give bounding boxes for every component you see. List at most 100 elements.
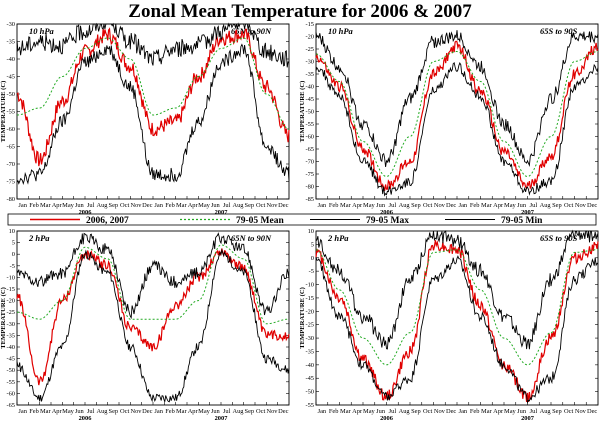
x-tick-label: Jul (87, 202, 95, 209)
x-tick-label: Aug (96, 408, 108, 415)
y-tick-label: -20 (305, 308, 314, 315)
y-tick-label: 0 (12, 251, 15, 258)
y-tick-label: -50 (305, 389, 314, 396)
legend-label-max: 79-05 Max (366, 216, 409, 226)
x-tick-label: Dec (587, 202, 597, 209)
year-label: 2006 (79, 415, 93, 422)
x-tick-label: Aug (96, 202, 108, 209)
pressure-level-label: 10 hPa (328, 26, 354, 36)
x-tick-label: Mar (340, 408, 352, 415)
x-tick-label: Oct (423, 408, 432, 415)
x-tick-label: Jun (75, 202, 85, 209)
x-tick-label: Jul (223, 408, 231, 415)
min-line (16, 43, 290, 186)
plot-frame (16, 230, 290, 406)
mean-line (315, 51, 598, 178)
x-tick-label: Sep (552, 408, 562, 415)
x-tick-label: Dec (278, 202, 288, 209)
x-tick-label: Nov (266, 202, 278, 209)
x-tick-label: Sep (109, 408, 119, 415)
x-tick-label: Aug (540, 202, 552, 209)
obs-line (16, 248, 290, 386)
x-tick-label: Apr (352, 202, 363, 209)
y-tick-label: -40 (305, 84, 314, 91)
y-tick-label: 5 (311, 241, 314, 248)
pressure-level-label: 10 hPa (29, 26, 55, 36)
x-tick-label: Apr (493, 202, 504, 209)
x-tick-label: May (504, 408, 517, 415)
y-tick-label: -80 (305, 184, 314, 191)
y-tick-label: -35 (6, 39, 15, 46)
x-tick-label: Nov (130, 408, 142, 415)
x-tick-label: Oct (564, 202, 573, 209)
y-axis-label: TEMPERATURE (C) (0, 81, 7, 143)
y-tick-label: -30 (305, 335, 314, 342)
y-tick-label: -35 (6, 332, 15, 339)
x-tick-label: Apr (52, 202, 63, 209)
x-tick-label: Sep (411, 408, 421, 415)
legend-box (7, 213, 597, 226)
x-tick-label: Jan (18, 408, 27, 415)
y-tick-label: -85 (305, 196, 314, 203)
x-tick-label: Sep (411, 202, 421, 209)
x-tick-label: Mar (40, 408, 52, 415)
x-tick-label: Jun (517, 202, 527, 209)
x-tick-label: Apr (52, 408, 63, 415)
y-tick-label: -55 (305, 402, 314, 409)
x-tick-label: Aug (399, 408, 411, 415)
x-tick-label: Oct (120, 408, 129, 415)
y-tick-label: -30 (6, 21, 15, 28)
y-tick-label: -45 (6, 74, 15, 81)
x-tick-label: Jul (389, 202, 397, 209)
x-tick-label: Feb (329, 408, 339, 415)
year-label: 2007 (521, 209, 535, 216)
y-tick-label: -55 (6, 379, 15, 386)
legend-label-mean: 79-05 Mean (236, 216, 284, 226)
x-tick-label: Feb (470, 202, 480, 209)
x-tick-label: Jun (211, 408, 221, 415)
x-tick-label: Oct (120, 202, 129, 209)
y-tick-label: -70 (305, 159, 314, 166)
y-tick-label: -25 (305, 322, 314, 329)
year-label: 2007 (521, 415, 535, 422)
x-tick-label: Jun (376, 202, 386, 209)
max-line (315, 229, 599, 350)
x-tick-label: Aug (232, 408, 244, 415)
x-tick-label: Nov (130, 202, 142, 209)
y-tick-label: -65 (305, 146, 314, 153)
y-tick-label: -70 (6, 161, 15, 168)
y-tick-label: -60 (305, 134, 314, 141)
obs-line (315, 40, 599, 191)
x-tick-label: Oct (256, 408, 265, 415)
y-tick-label: -40 (6, 56, 15, 63)
x-tick-label: May (198, 202, 211, 209)
y-tick-label: -45 (6, 356, 15, 363)
x-tick-label: Mar (176, 202, 188, 209)
x-tick-label: Jan (154, 202, 163, 209)
x-tick-label: Jan (318, 202, 327, 209)
min-line (315, 61, 599, 197)
plot-frame (16, 23, 290, 200)
y-tick-label: -55 (6, 109, 15, 116)
y-axis-label: TEMPERATURE (C) (299, 287, 306, 349)
x-tick-label: May (198, 408, 211, 415)
y-tick-label: -15 (305, 295, 314, 302)
year-label: 2007 (215, 415, 229, 422)
x-tick-label: Jun (517, 408, 527, 415)
year-label: 2007 (215, 209, 229, 216)
y-tick-label: -50 (6, 91, 15, 98)
x-tick-label: Aug (540, 408, 552, 415)
obs-line (16, 27, 290, 167)
min-line (315, 255, 599, 404)
x-tick-label: Jun (376, 408, 386, 415)
figure-title: Zonal Mean Temperature for 2006 & 2007 (128, 1, 472, 22)
y-axis-label: TEMPERATURE (C) (299, 81, 306, 143)
y-tick-label: -30 (6, 321, 15, 328)
y-tick-label: -75 (6, 179, 15, 186)
x-tick-label: Feb (470, 408, 480, 415)
x-tick-label: Oct (423, 202, 432, 209)
y-axis-label: TEMPERATURE (C) (0, 287, 7, 349)
y-tick-label: -80 (6, 196, 15, 203)
y-tick-label: -20 (6, 298, 15, 305)
x-tick-label: Jul (530, 202, 538, 209)
